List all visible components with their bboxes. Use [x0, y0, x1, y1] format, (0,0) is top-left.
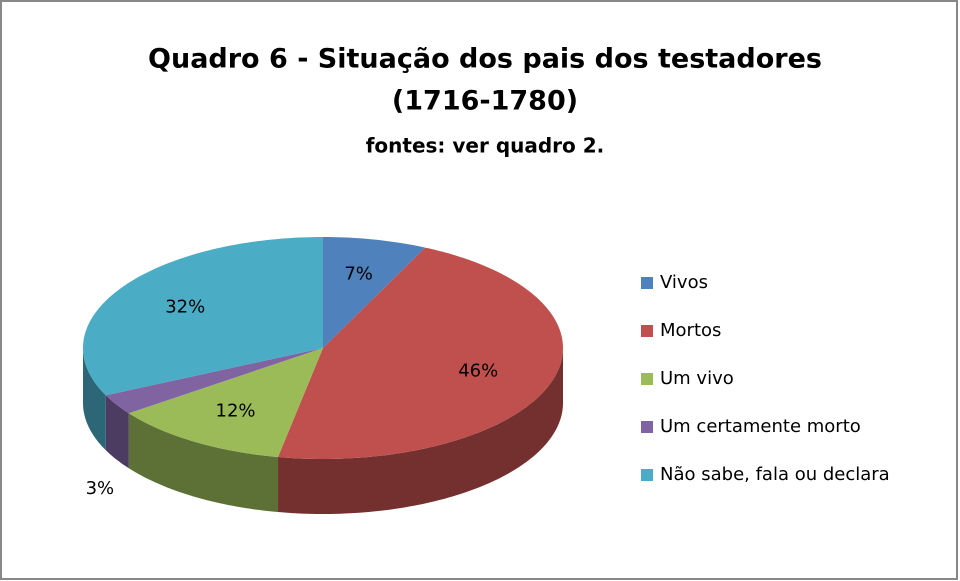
- pie-slice-side: [83, 348, 106, 451]
- chart-subtitle: fontes: ver quadro 2.: [366, 134, 605, 158]
- pie-slice: [105, 348, 323, 414]
- data-label: 7%: [344, 263, 373, 284]
- data-label: 12%: [216, 401, 256, 422]
- pie-slice-side: [105, 395, 129, 469]
- pie-sides: [83, 348, 563, 514]
- pie-slice-side: [128, 413, 279, 513]
- pie-slice: [128, 348, 323, 458]
- legend-swatch: [641, 421, 653, 433]
- legend-label: Um certamente morto: [660, 416, 861, 437]
- chart-title: (1716-1780): [392, 86, 578, 117]
- pie-slice: [278, 247, 563, 459]
- legend-swatch: [641, 469, 653, 481]
- legend-swatch: [641, 277, 653, 289]
- legend-label: Não sabe, fala ou declara: [660, 464, 890, 485]
- legend-swatch: [641, 325, 653, 337]
- legend-label: Um vivo: [660, 368, 734, 389]
- pie-slice-side: [278, 348, 563, 514]
- data-label: 3%: [86, 478, 115, 499]
- data-label: 32%: [165, 297, 205, 318]
- chart-title: Quadro 6 - Situação dos pais dos testado…: [148, 44, 822, 75]
- data-label: 46%: [458, 360, 498, 381]
- legend-label: Vivos: [660, 272, 708, 293]
- pie-tops: [83, 237, 563, 459]
- pie-slice: [323, 237, 426, 348]
- legend-swatch: [641, 373, 653, 385]
- legend-label: Mortos: [660, 320, 721, 341]
- pie-slice: [83, 237, 323, 396]
